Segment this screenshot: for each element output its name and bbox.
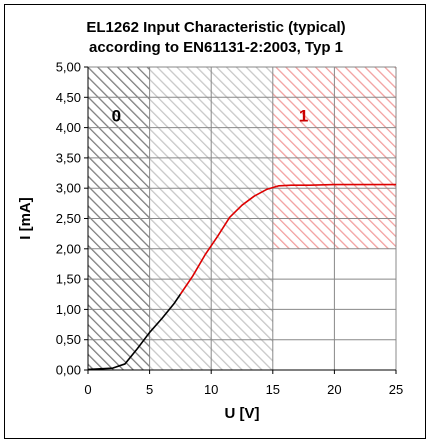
series-line-0 xyxy=(87,293,182,371)
y-tick-label: 0,50 xyxy=(56,332,81,347)
chart-title-line: according to EN61131-2:2003, Typ 1 xyxy=(89,39,343,56)
y-tick-label: 3,50 xyxy=(56,150,81,165)
region-label: 1 xyxy=(299,107,308,126)
x-tick-label: 25 xyxy=(389,382,403,397)
chart-title-line: EL1262 Input Characteristic (typical) xyxy=(86,19,345,36)
labels-layer: EL1262 Input Characteristic (typical) acc… xyxy=(17,19,403,422)
y-tick-label: 1,50 xyxy=(56,272,81,287)
y-tick-label: 4,00 xyxy=(56,120,81,135)
y-axis-title: I [mA] xyxy=(17,197,34,240)
region-label: 0 xyxy=(112,107,121,126)
x-tick-label: 10 xyxy=(204,382,218,397)
x-tick-label: 20 xyxy=(327,382,341,397)
x-axis-title: U [V] xyxy=(225,405,260,422)
series-line-1 xyxy=(179,183,396,295)
grid-layer xyxy=(88,66,397,370)
y-tick-label: 5,00 xyxy=(56,60,81,75)
x-tick-label: 5 xyxy=(146,382,153,397)
x-tick-label: 15 xyxy=(266,382,280,397)
y-tick-label: 1,00 xyxy=(56,302,81,317)
y-tick-label: 4,50 xyxy=(56,90,81,105)
y-tick-label: 0,00 xyxy=(56,363,81,378)
axes-layer xyxy=(84,66,397,374)
y-tick-label: 3,00 xyxy=(56,181,81,196)
series-layer xyxy=(87,183,396,371)
y-tick-label: 2,50 xyxy=(56,211,81,226)
x-tick-label: 0 xyxy=(84,382,91,397)
y-tick-label: 2,00 xyxy=(56,241,81,256)
